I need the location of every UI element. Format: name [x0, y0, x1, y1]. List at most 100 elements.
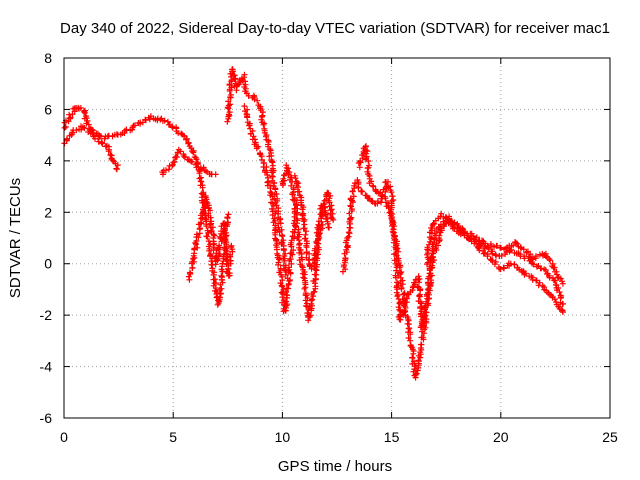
data-point-group — [508, 246, 524, 260]
data-point-group — [308, 236, 322, 272]
grid-lines — [64, 58, 610, 418]
axis-ticks: 0 5 10 15 20 25 -6 -4 -2 0 2 4 6 8 — [40, 50, 618, 445]
data-point-group — [169, 124, 186, 138]
data-point-group — [529, 260, 548, 273]
data-point-group — [202, 193, 216, 234]
y-axis-label: SDTVAR / TECUs — [7, 178, 24, 298]
data-point-group — [250, 92, 264, 110]
data-point-group — [137, 114, 153, 126]
data-point-group — [541, 286, 558, 303]
data-point-group — [358, 188, 370, 199]
data-point-group — [278, 239, 290, 278]
data-point-group — [169, 149, 181, 169]
data-point-group — [105, 143, 115, 163]
data-point-group — [95, 138, 110, 150]
x-axis-label: GPS time / hours — [278, 458, 392, 475]
data-point-group — [411, 352, 424, 381]
data-point-group — [305, 296, 316, 324]
data-point-group — [488, 242, 508, 253]
x-tick-label: 15 — [384, 429, 400, 445]
y-tick-label: -4 — [40, 359, 53, 375]
data-point-group — [502, 242, 517, 252]
data-point-group — [280, 278, 293, 315]
data-point-group — [261, 127, 275, 163]
data-point-group — [185, 250, 198, 283]
data-point-group — [202, 167, 219, 178]
data-point-group — [175, 146, 188, 161]
x-tick-label: 20 — [493, 429, 509, 445]
data-point-group — [287, 174, 300, 212]
data-point-group — [475, 244, 491, 260]
data-point-group — [438, 210, 453, 222]
data-point-group — [366, 178, 379, 194]
data-point-group — [229, 66, 241, 89]
data-point-group — [61, 114, 74, 131]
data-point-group — [344, 196, 356, 241]
data-point-group — [424, 230, 435, 268]
series-track-d — [185, 193, 236, 283]
plot-frame — [63, 57, 611, 419]
data-point-group — [417, 326, 428, 358]
data-point-group — [204, 233, 219, 287]
data-point-group — [241, 103, 253, 127]
data-point-group — [257, 105, 268, 132]
x-tick-label: 5 — [169, 429, 177, 445]
data-point-group — [78, 123, 93, 135]
data-point-group — [268, 158, 280, 202]
data-point-group — [191, 215, 205, 253]
data-point-group — [233, 75, 245, 94]
series-track-f — [241, 103, 301, 315]
data-point-group — [214, 263, 226, 308]
data-point-group — [291, 205, 304, 253]
data-point-group — [347, 180, 358, 202]
y-tick-label: 8 — [44, 50, 52, 66]
data-point-group — [553, 299, 566, 316]
data-point-group — [388, 215, 402, 259]
data-point-group — [73, 104, 84, 112]
data-point-group — [455, 225, 468, 236]
x-tick-label: 25 — [602, 429, 618, 445]
data-point-group — [301, 275, 312, 321]
data-point-group — [269, 208, 284, 274]
data-point-group — [420, 287, 433, 331]
data-point-group — [364, 195, 376, 205]
y-tick-label: -6 — [40, 410, 53, 426]
series-track-e — [224, 66, 290, 278]
data-point-group — [80, 107, 92, 128]
data-point-group — [340, 237, 351, 275]
data-point-group — [401, 299, 414, 349]
data-point-group — [553, 285, 566, 307]
data-point-group — [257, 151, 270, 175]
data-point-group — [300, 218, 313, 264]
x-tick-label: 0 — [60, 429, 68, 445]
data-point-group — [554, 274, 566, 287]
data-point-group — [381, 193, 394, 219]
y-tick-label: 0 — [44, 256, 52, 272]
series-track-a — [61, 104, 232, 308]
y-tick-label: -2 — [40, 307, 53, 323]
data-point-group — [291, 172, 303, 195]
data-points — [61, 66, 566, 381]
data-point-group — [512, 239, 524, 251]
data-point-group — [296, 192, 308, 223]
data-point-group — [547, 257, 560, 278]
data-point-group — [424, 253, 437, 293]
data-point-group — [373, 188, 386, 199]
y-tick-label: 2 — [44, 204, 52, 220]
series-track-c — [159, 146, 219, 178]
series-track-h — [291, 172, 337, 272]
data-point-group — [147, 113, 164, 124]
data-point-group — [184, 156, 196, 165]
data-point-group — [114, 126, 130, 138]
data-point-group — [392, 260, 404, 320]
data-point-group — [541, 250, 553, 262]
x-tick-label: 10 — [275, 429, 291, 445]
y-tick-label: 6 — [44, 101, 52, 117]
data-point-group — [225, 242, 236, 279]
data-point-group — [245, 92, 256, 101]
data-point-group — [109, 157, 121, 173]
data-point-group — [69, 126, 85, 136]
data-point-group — [284, 233, 298, 283]
data-point-group — [180, 132, 197, 156]
